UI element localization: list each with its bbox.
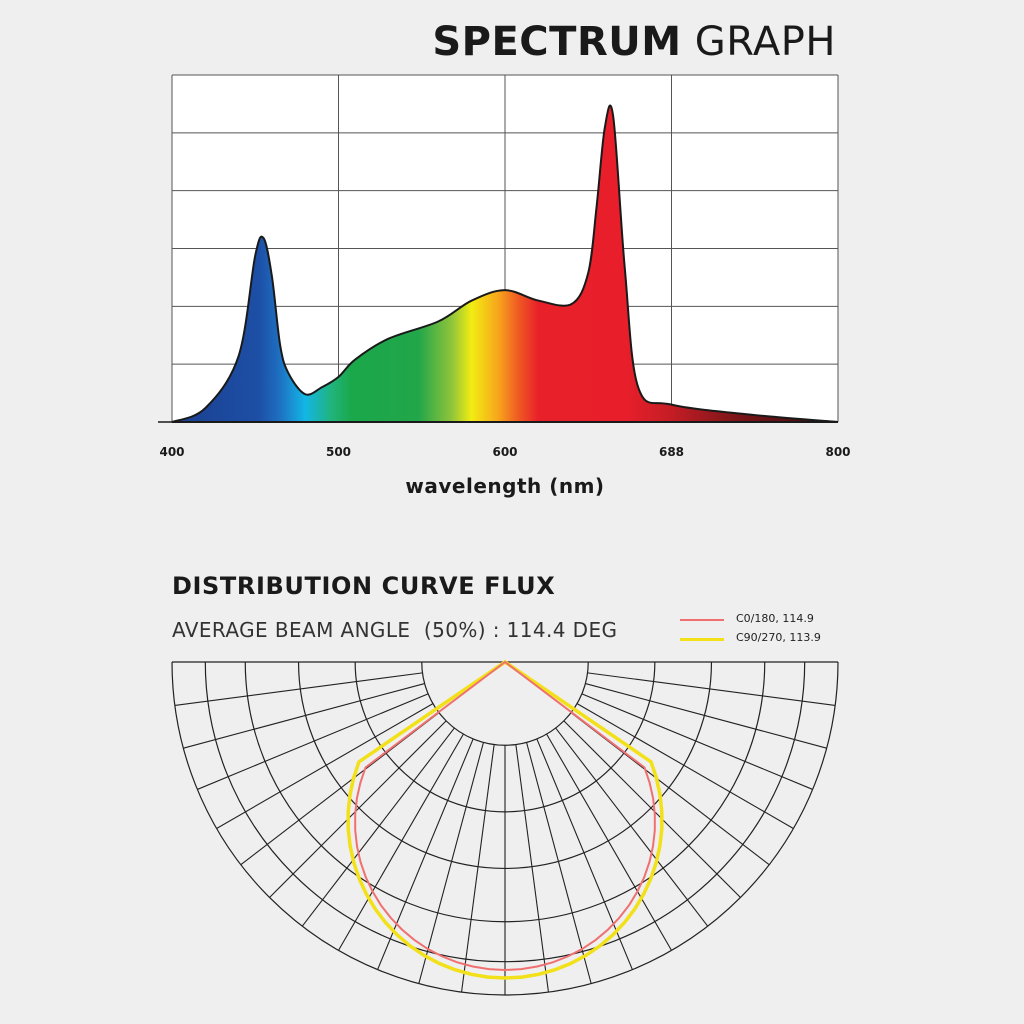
- legend-swatch-c90: [680, 638, 724, 641]
- polar-spoke: [240, 712, 440, 866]
- x-tick-label: 688: [659, 445, 684, 459]
- polar-series-c90: [346, 659, 664, 980]
- legend-label-c0: C0/180, 114.9: [736, 612, 814, 625]
- x-tick-label: 400: [159, 445, 184, 459]
- spectrum-title-bold: SPECTRUM: [432, 19, 682, 65]
- x-axis-label: wavelength (nm): [405, 474, 605, 498]
- polar-ring: [244, 661, 766, 923]
- legend-label-c90: C90/270, 113.9: [736, 631, 821, 644]
- polar-ring: [421, 661, 589, 746]
- polar-spoke: [377, 738, 474, 970]
- polar-spoke: [585, 683, 827, 749]
- polar-spoke: [546, 733, 672, 951]
- polar-ring: [204, 661, 806, 963]
- polar-grid: [171, 661, 839, 996]
- polar-spoke: [418, 742, 484, 984]
- polar-spoke: [338, 733, 464, 951]
- polar-spoke: [576, 703, 794, 829]
- spectrum-title-light: GRAPH: [694, 19, 836, 65]
- polar-spoke: [526, 742, 592, 984]
- x-tick-label: 500: [326, 445, 351, 459]
- polar-spoke: [269, 720, 447, 898]
- distribution-title: DISTRIBUTION CURVE FLUX: [172, 572, 556, 600]
- beam-angle-text: AVERAGE BEAM ANGLE (50%) : 114.4 DEG: [172, 618, 618, 642]
- x-tick-label: 800: [825, 445, 850, 459]
- polar-spoke: [515, 744, 550, 993]
- x-tick-label: 600: [492, 445, 517, 459]
- polar-spoke: [581, 693, 813, 790]
- spectrum-chart: 400 500 600 688 800: [158, 74, 851, 459]
- polar-spoke: [197, 693, 429, 790]
- polar-spoke: [216, 703, 434, 829]
- polar-spoke: [460, 744, 495, 993]
- spectrum-title: SPECTRUM GRAPH: [432, 22, 836, 62]
- polar-spoke: [536, 738, 633, 970]
- polar-ring: [171, 661, 839, 996]
- legend-swatch-c0: [680, 619, 724, 621]
- polar-spoke: [301, 727, 455, 927]
- polar-spoke: [587, 672, 836, 707]
- polar-series-c0: [354, 660, 656, 972]
- polar-spoke: [183, 683, 425, 749]
- polar-ring: [297, 661, 713, 869]
- polar-spoke: [570, 712, 770, 866]
- spectrum-area: [171, 104, 839, 423]
- polar-spoke: [174, 672, 423, 707]
- polar-spoke: [555, 727, 709, 927]
- x-tick-labels: 400 500 600 688 800: [159, 445, 850, 459]
- polar-spoke: [563, 720, 741, 898]
- polar-ring: [354, 661, 656, 813]
